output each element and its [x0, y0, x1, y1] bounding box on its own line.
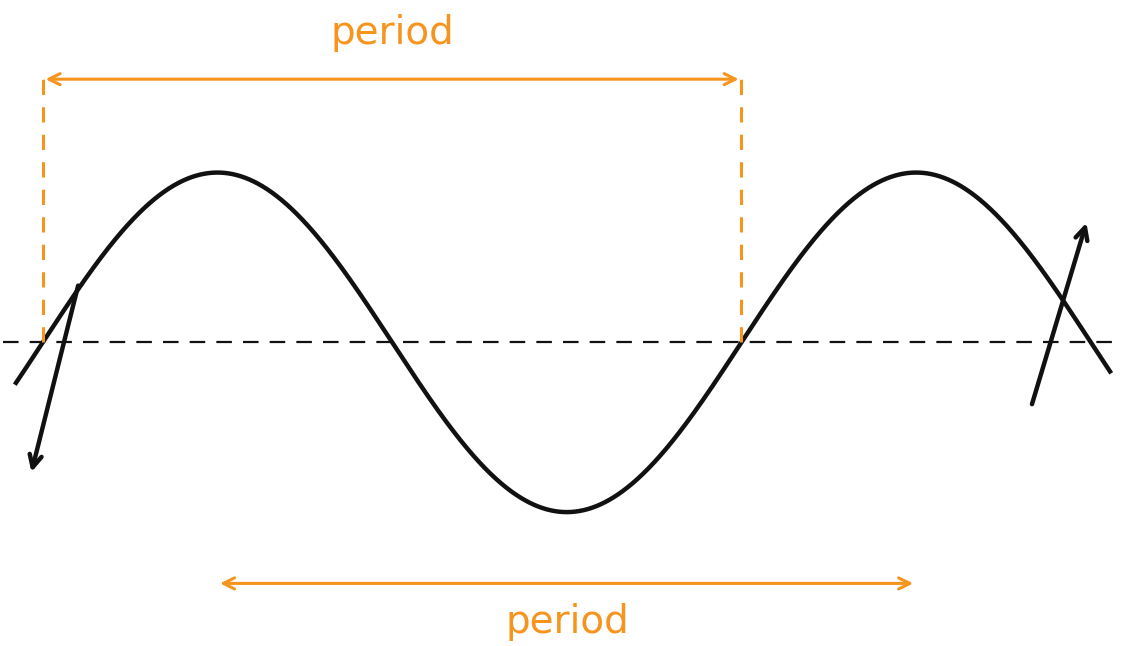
Text: period: period	[331, 14, 455, 52]
Text: period: period	[506, 603, 629, 641]
